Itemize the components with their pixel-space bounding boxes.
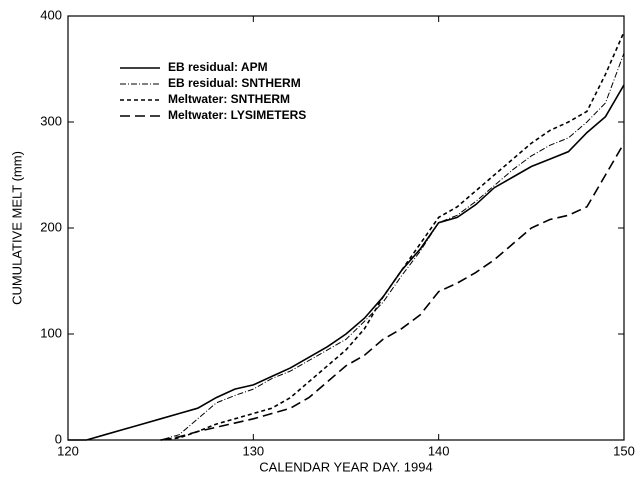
plot-frame [67, 15, 625, 441]
x-tick-label: 140 [428, 443, 450, 458]
legend-label: Meltwater: SNTHERM [168, 92, 290, 106]
series-line [160, 142, 625, 441]
series-line [68, 84, 625, 441]
x-axis-label: CALENDAR YEAR DAY. 1994 [259, 459, 432, 474]
x-tick-label: 150 [613, 443, 635, 458]
y-tick-label: 0 [55, 431, 62, 446]
legend-label: EB residual: SNTHERM [168, 76, 301, 90]
y-tick-label: 400 [40, 7, 62, 22]
x-tick-label: 130 [242, 443, 264, 458]
legend-label: Meltwater: LYSIMETERS [168, 108, 306, 122]
x-tick-label: 120 [57, 443, 79, 458]
y-tick-label: 200 [40, 219, 62, 234]
series-line [160, 31, 625, 441]
series-line [86, 52, 625, 441]
y-tick-label: 100 [40, 325, 62, 340]
y-axis-label: CUMULATIVE MELT (mm) [9, 151, 24, 305]
legend-label: EB residual: APM [168, 60, 268, 74]
y-tick-label: 300 [40, 113, 62, 128]
